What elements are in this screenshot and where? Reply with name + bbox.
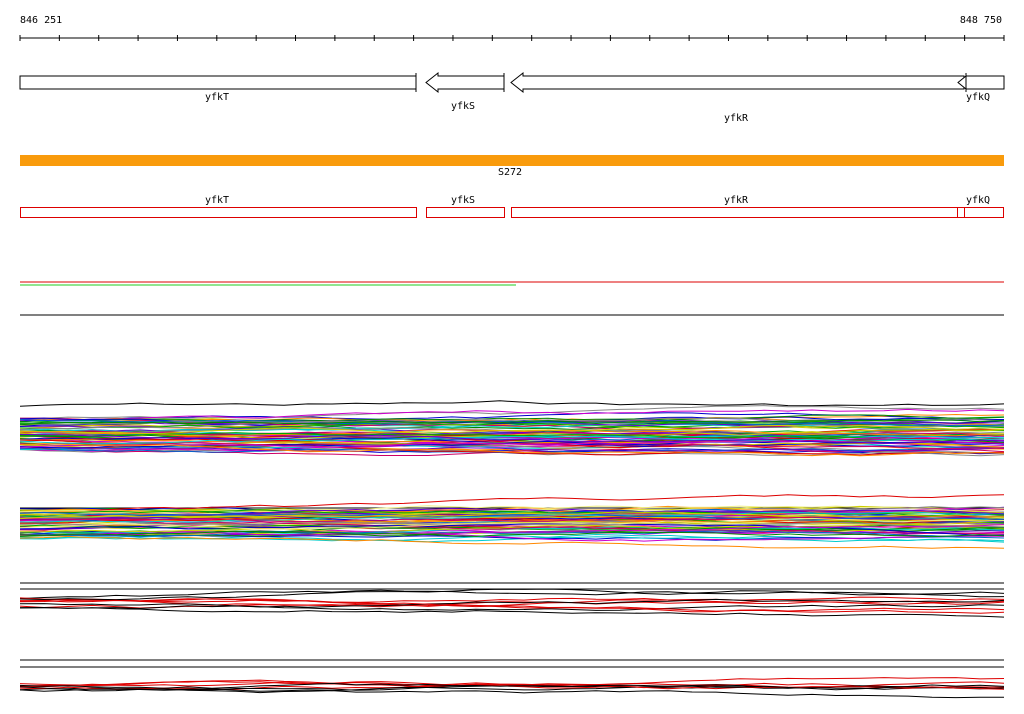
profile-line (19, 604, 1005, 611)
feature-box (957, 207, 965, 218)
profile-line (20, 523, 1005, 534)
ruler-ticks (19, 35, 1005, 41)
profile-line (19, 680, 1005, 689)
profile-line (19, 524, 1005, 537)
profile-line (19, 519, 1005, 532)
profile-line (19, 428, 1005, 439)
profile-line (19, 413, 1005, 422)
ruler-end: 848 750 (960, 15, 1002, 26)
profile-line (19, 446, 1005, 453)
profile-line (19, 530, 1005, 538)
profile-line (19, 511, 1005, 520)
feature-label: yfkT (205, 195, 229, 206)
ruler-start: 846 251 (20, 15, 62, 26)
gene-label: yfkR (724, 113, 749, 124)
region-label: S272 (498, 167, 522, 178)
profile-line (19, 606, 1005, 618)
profile-line (19, 588, 1005, 601)
feature-box (20, 207, 417, 218)
gene-label: yfkQ (966, 92, 990, 103)
profile-line (19, 494, 1005, 513)
feature-box (964, 207, 1004, 218)
profile-line (19, 437, 1005, 448)
gene-label: yfkT (205, 92, 229, 103)
profile-line (19, 405, 1005, 419)
profile-line (19, 517, 1005, 535)
expression-profiles (19, 400, 1005, 699)
profile-line (19, 441, 1005, 454)
gene-label: yfkS (451, 101, 475, 112)
profile-line (19, 517, 1005, 530)
feature-track (20, 207, 1004, 218)
profile-line (19, 589, 1005, 600)
feature-box (511, 207, 958, 218)
gene-arrow (19, 73, 417, 92)
profile-line (19, 442, 1005, 452)
gene-arrow (425, 71, 505, 94)
gene-arrow (503, 71, 965, 94)
profile-line (19, 505, 1005, 515)
gene-arrow (957, 73, 1005, 92)
profile-line (19, 522, 1005, 536)
profile-line (19, 433, 1005, 445)
profile-line (19, 597, 1005, 605)
feature-label: yfkR (724, 195, 749, 206)
gene-track (19, 71, 1005, 94)
feature-box (426, 207, 505, 218)
feature-label: yfkQ (966, 195, 990, 206)
profile-line (19, 513, 1005, 522)
profile-line (19, 535, 1005, 549)
profile-line (19, 535, 1005, 543)
profile-line (19, 408, 1005, 421)
profile-line (19, 598, 1005, 608)
profile-line (19, 530, 1005, 539)
profile-line (19, 443, 1005, 457)
profile-line (19, 598, 1005, 614)
region-bar (20, 155, 1004, 166)
feature-label: yfkS (451, 195, 475, 206)
profile-line (19, 684, 1005, 692)
profile-line (19, 432, 1005, 442)
profile-line (19, 435, 1005, 445)
profile-line (19, 682, 1005, 691)
profile-line (19, 511, 1005, 521)
profile-line (19, 400, 1005, 407)
profile-line (19, 424, 1005, 435)
profile-line (19, 419, 1005, 426)
profile-line (19, 677, 1005, 687)
profile-line (19, 418, 1005, 429)
profile-line (19, 441, 1005, 450)
